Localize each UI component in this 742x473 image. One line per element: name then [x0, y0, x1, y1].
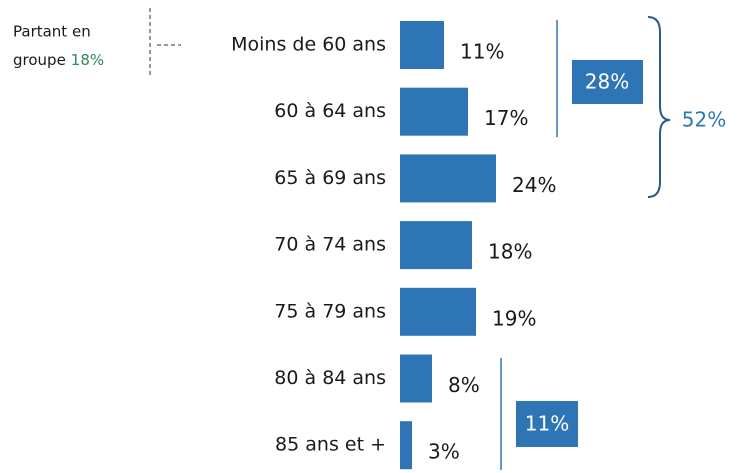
group-brace — [647, 16, 671, 198]
note-text: groupe 18% — [13, 51, 104, 69]
bar — [400, 354, 432, 403]
group-label: 11% — [525, 412, 569, 436]
bar — [400, 221, 472, 270]
value-label: 24% — [512, 173, 556, 197]
group-label: 28% — [585, 70, 629, 94]
value-label: 3% — [428, 440, 460, 464]
value-label: 18% — [488, 240, 532, 264]
note-text: groupe — [13, 51, 66, 69]
group-box — [516, 401, 578, 447]
bar — [400, 87, 468, 136]
value-label: 8% — [448, 373, 480, 397]
value-label: 17% — [484, 106, 528, 130]
bar — [400, 154, 496, 203]
value-label: 11% — [460, 40, 504, 64]
category-label: 70 à 74 ans — [274, 234, 386, 256]
group-label: 52% — [682, 108, 726, 132]
category-label: 80 à 84 ans — [274, 367, 386, 389]
value-label: 19% — [492, 306, 536, 330]
category-label: 75 à 79 ans — [274, 300, 386, 322]
category-label: Moins de 60 ans — [231, 34, 386, 56]
bar — [400, 21, 444, 69]
bar — [400, 421, 412, 470]
note-value: 18% — [71, 51, 104, 69]
category-label: 85 ans et + — [275, 434, 386, 456]
category-label: 60 à 64 ans — [274, 100, 386, 122]
bar — [400, 287, 476, 336]
group-box — [572, 60, 643, 104]
note-text: Partant en — [13, 23, 91, 41]
category-label: 65 à 69 ans — [274, 167, 386, 189]
